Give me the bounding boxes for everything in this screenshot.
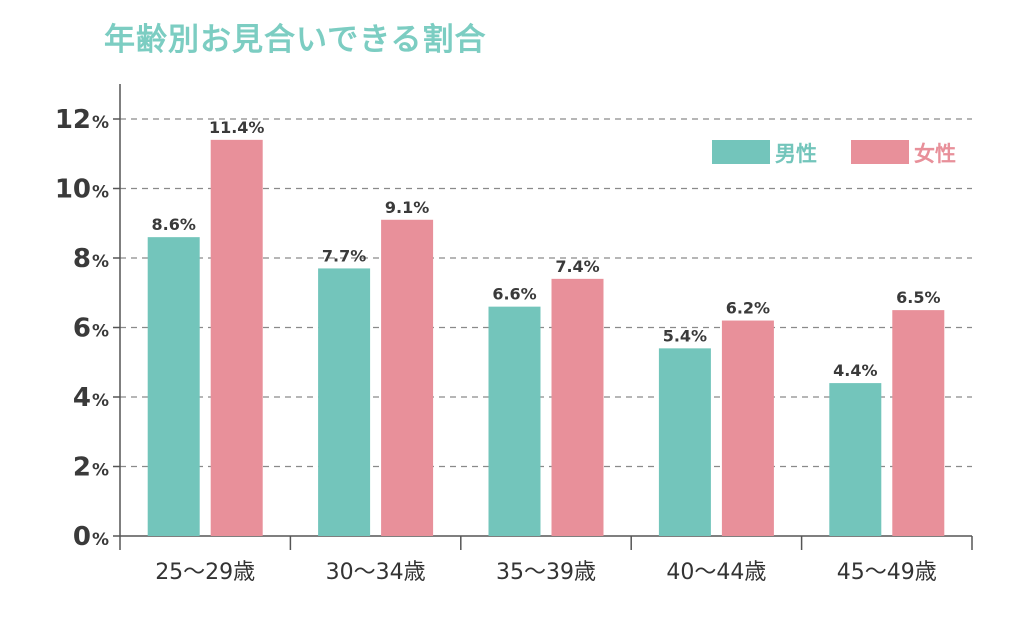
bar-female-2 — [381, 219, 434, 536]
y-tick-unit: % — [92, 322, 109, 342]
bar-male-5 — [829, 383, 882, 536]
legend-swatch-male — [712, 140, 770, 164]
data-label: 7.7% — [322, 246, 366, 265]
y-tick-label: 2 — [73, 453, 91, 483]
y-tick-unit: % — [92, 461, 109, 481]
y-tick-unit: % — [92, 252, 109, 272]
data-label: 11.4% — [209, 118, 265, 137]
y-tick-label: 6 — [73, 314, 91, 344]
data-label: 7.4% — [555, 257, 599, 276]
bar-female-5 — [892, 310, 945, 536]
y-tick-unit: % — [92, 113, 109, 133]
bar-female-1 — [210, 139, 263, 536]
x-tick-label: 30〜34歳 — [326, 560, 426, 585]
legend-swatch-female — [851, 140, 909, 164]
x-tick-label: 25〜29歳 — [155, 560, 255, 585]
x-tick-label: 45〜49歳 — [837, 560, 937, 585]
bar-male-3 — [488, 306, 541, 536]
bar-male-2 — [318, 268, 371, 536]
y-tick-label: 8 — [73, 244, 91, 274]
y-tick-label: 12 — [55, 105, 91, 135]
data-label: 8.6% — [152, 215, 196, 234]
y-tick-label: 0 — [73, 522, 91, 552]
bar-female-4 — [721, 320, 774, 536]
bar-male-1 — [147, 237, 200, 536]
data-label: 5.4% — [663, 326, 707, 345]
legend-label-female: 女性 — [914, 142, 956, 166]
data-label: 6.2% — [726, 299, 770, 318]
data-label: 6.6% — [492, 285, 536, 304]
x-tick-label: 35〜39歳 — [496, 560, 596, 585]
bar-male-4 — [658, 348, 711, 536]
data-label: 4.4% — [833, 361, 877, 380]
y-tick-unit: % — [92, 183, 109, 203]
x-tick-label: 40〜44歳 — [666, 560, 766, 585]
y-tick-label: 10 — [55, 175, 91, 205]
data-label: 9.1% — [385, 198, 429, 217]
bar-female-3 — [551, 278, 604, 536]
y-tick-label: 4 — [73, 383, 91, 413]
y-tick-unit: % — [92, 391, 109, 411]
legend-label-male: 男性 — [775, 142, 817, 166]
data-label: 6.5% — [896, 288, 940, 307]
y-tick-unit: % — [92, 530, 109, 550]
chart-title: 年齢別お見合いできる割合 — [104, 22, 487, 58]
